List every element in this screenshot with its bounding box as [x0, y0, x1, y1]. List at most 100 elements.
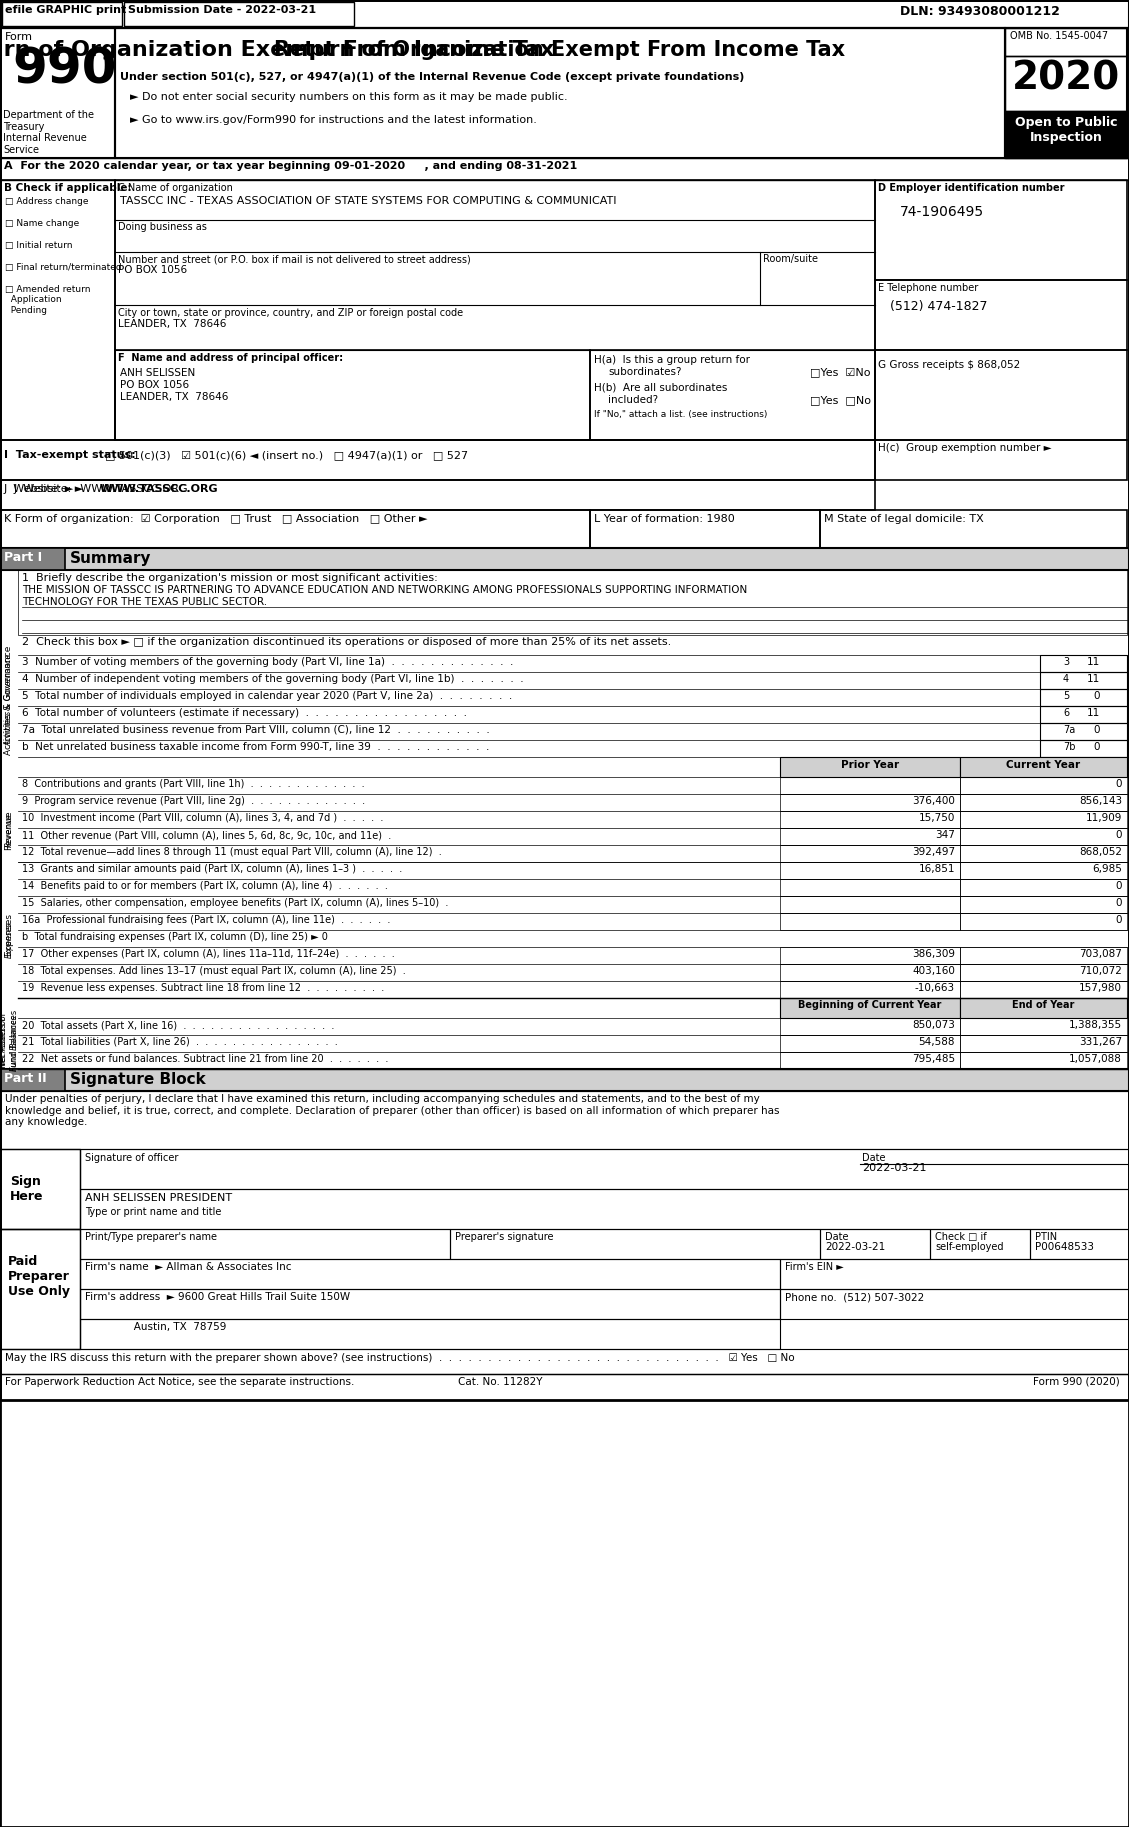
Text: subordinates?: subordinates?: [609, 367, 682, 376]
Text: If "No," attach a list. (see instructions): If "No," attach a list. (see instruction…: [594, 409, 768, 418]
Bar: [780, 1036, 960, 1052]
Bar: [960, 811, 1127, 828]
Bar: [780, 946, 960, 965]
Text: LEANDER, TX  78646: LEANDER, TX 78646: [120, 393, 228, 402]
Bar: [780, 998, 960, 1018]
Text: 0: 0: [1094, 725, 1100, 734]
Bar: [0, 1348, 1129, 1374]
Text: K Form of organization:  ☑ Corporation   □ Trust   □ Association   □ Other ►: K Form of organization: ☑ Corporation □ …: [5, 513, 428, 524]
Text: Number and street (or P.O. box if mail is not delivered to street address): Number and street (or P.O. box if mail i…: [119, 254, 471, 263]
Bar: [1040, 705, 1127, 723]
Bar: [875, 440, 1127, 481]
Text: 11: 11: [1087, 674, 1100, 683]
Text: Prior Year: Prior Year: [841, 760, 899, 769]
Bar: [780, 981, 960, 998]
Text: 376,400: 376,400: [912, 797, 955, 806]
Text: 19  Revenue less expenses. Subtract line 18 from line 12  .  .  .  .  .  .  .  .: 19 Revenue less expenses. Subtract line …: [21, 983, 384, 994]
Text: Open to Public
Inspection: Open to Public Inspection: [1015, 115, 1118, 144]
Text: H(b)  Are all subordinates: H(b) Are all subordinates: [594, 384, 727, 393]
Text: 6: 6: [1064, 709, 1069, 718]
Text: Cat. No. 11282Y: Cat. No. 11282Y: [457, 1378, 542, 1387]
Text: 0: 0: [1115, 915, 1122, 924]
Text: P00648533: P00648533: [1035, 1242, 1094, 1251]
Bar: [780, 965, 960, 981]
Bar: [0, 181, 115, 440]
Text: J  Website: ►: J Website: ►: [14, 484, 85, 493]
Text: 856,143: 856,143: [1079, 797, 1122, 806]
Text: □Yes  □No: □Yes □No: [809, 395, 870, 406]
Bar: [1040, 656, 1127, 672]
Bar: [960, 828, 1127, 846]
Bar: [80, 1259, 780, 1290]
Text: B Check if applicable:: B Check if applicable:: [5, 183, 132, 194]
Bar: [960, 879, 1127, 895]
Text: 1,388,355: 1,388,355: [1069, 1019, 1122, 1030]
Bar: [0, 440, 875, 481]
Text: Signature Block: Signature Block: [70, 1072, 205, 1087]
Bar: [590, 510, 820, 548]
Text: Phone no.  (512) 507-3022: Phone no. (512) 507-3022: [785, 1292, 925, 1303]
Bar: [780, 756, 960, 776]
Bar: [590, 351, 875, 440]
Text: Under penalties of perjury, I declare that I have examined this return, includin: Under penalties of perjury, I declare th…: [5, 1094, 779, 1127]
Text: Expenses: Expenses: [5, 921, 14, 959]
Bar: [960, 862, 1127, 879]
Text: A  For the 2020 calendar year, or tax year beginning 09-01-2020     , and ending: A For the 2020 calendar year, or tax yea…: [5, 161, 577, 172]
Text: Part I: Part I: [5, 552, 42, 565]
Bar: [80, 1149, 1129, 1189]
Bar: [960, 1052, 1127, 1069]
Text: PO BOX 1056: PO BOX 1056: [119, 265, 187, 276]
Bar: [0, 27, 115, 157]
Text: 0: 0: [1094, 691, 1100, 702]
Bar: [0, 1069, 65, 1091]
Text: D Employer identification number: D Employer identification number: [878, 183, 1065, 194]
Bar: [2, 2, 122, 26]
Bar: [960, 776, 1127, 795]
Bar: [780, 914, 960, 930]
Text: 347: 347: [935, 829, 955, 840]
Text: H(a)  Is this a group return for: H(a) Is this a group return for: [594, 354, 750, 365]
Text: 21  Total liabilities (Part X, line 26)  .  .  .  .  .  .  .  .  .  .  .  .  .  : 21 Total liabilities (Part X, line 26) .…: [21, 1038, 338, 1047]
Text: TASSCC INC - TEXAS ASSOCIATION OF STATE SYSTEMS FOR COMPUTING & COMMUNICATI: TASSCC INC - TEXAS ASSOCIATION OF STATE …: [120, 195, 616, 206]
Text: 795,485: 795,485: [912, 1054, 955, 1063]
Text: self-employed: self-employed: [935, 1242, 1004, 1251]
Text: Beginning of Current Year: Beginning of Current Year: [798, 999, 942, 1010]
Text: Return of Organization Exempt From Income Tax: Return of Organization Exempt From Incom…: [0, 40, 554, 60]
Text: 11: 11: [1087, 709, 1100, 718]
Bar: [1030, 1230, 1129, 1259]
Text: 392,497: 392,497: [912, 848, 955, 857]
Text: Date: Date: [863, 1153, 885, 1164]
Text: Expenses: Expenses: [5, 914, 14, 957]
Bar: [80, 1319, 780, 1348]
Text: Return of Organization Exempt From Income Tax: Return of Organization Exempt From Incom…: [274, 40, 846, 60]
Text: Firm's address  ► 9600 Great Hills Trail Suite 150W: Firm's address ► 9600 Great Hills Trail …: [85, 1292, 350, 1303]
Text: Doing business as: Doing business as: [119, 223, 207, 232]
Text: 0: 0: [1115, 881, 1122, 892]
Bar: [780, 795, 960, 811]
Text: Part II: Part II: [5, 1072, 46, 1085]
Bar: [0, 1091, 1129, 1149]
Text: DLN: 93493080001212: DLN: 93493080001212: [900, 5, 1060, 18]
Text: TECHNOLOGY FOR THE TEXAS PUBLIC SECTOR.: TECHNOLOGY FOR THE TEXAS PUBLIC SECTOR.: [21, 597, 268, 607]
Text: efile GRAPHIC print: efile GRAPHIC print: [5, 5, 126, 15]
Text: F  Name and address of principal officer:: F Name and address of principal officer:: [119, 353, 343, 364]
Bar: [1040, 672, 1127, 689]
Bar: [0, 1069, 1129, 1091]
Text: Firm's name  ► Allman & Associates Inc: Firm's name ► Allman & Associates Inc: [85, 1262, 291, 1272]
Text: OMB No. 1545-0047: OMB No. 1545-0047: [1010, 31, 1109, 40]
Bar: [930, 1230, 1030, 1259]
Text: Form 990 (2020): Form 990 (2020): [1033, 1378, 1120, 1387]
Text: Summary: Summary: [70, 552, 151, 566]
Bar: [450, 1230, 820, 1259]
Text: 0: 0: [1115, 899, 1122, 908]
Text: b  Net unrelated business taxable income from Form 990-T, line 39  .  .  .  .  .: b Net unrelated business taxable income …: [21, 742, 489, 753]
Text: 74-1906495: 74-1906495: [900, 205, 984, 219]
Text: Signature of officer: Signature of officer: [85, 1153, 178, 1164]
Bar: [1040, 723, 1127, 740]
Text: PTIN: PTIN: [1035, 1231, 1057, 1242]
Text: 15,750: 15,750: [919, 813, 955, 822]
Bar: [960, 756, 1127, 776]
Text: 0: 0: [1094, 742, 1100, 753]
Text: Print/Type preparer's name: Print/Type preparer's name: [85, 1231, 217, 1242]
Text: 10  Investment income (Part VIII, column (A), lines 3, 4, and 7d )  .  .  .  .  : 10 Investment income (Part VIII, column …: [21, 813, 384, 822]
